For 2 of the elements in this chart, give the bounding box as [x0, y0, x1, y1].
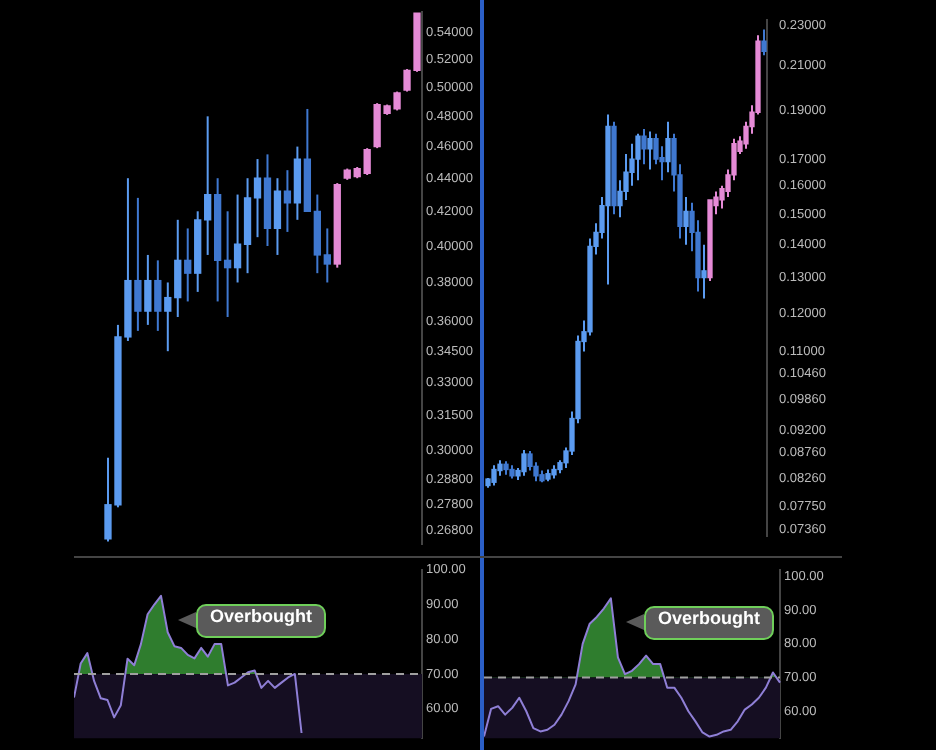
annotation: Overbought	[196, 603, 326, 637]
annotation: Overbought	[644, 605, 774, 639]
